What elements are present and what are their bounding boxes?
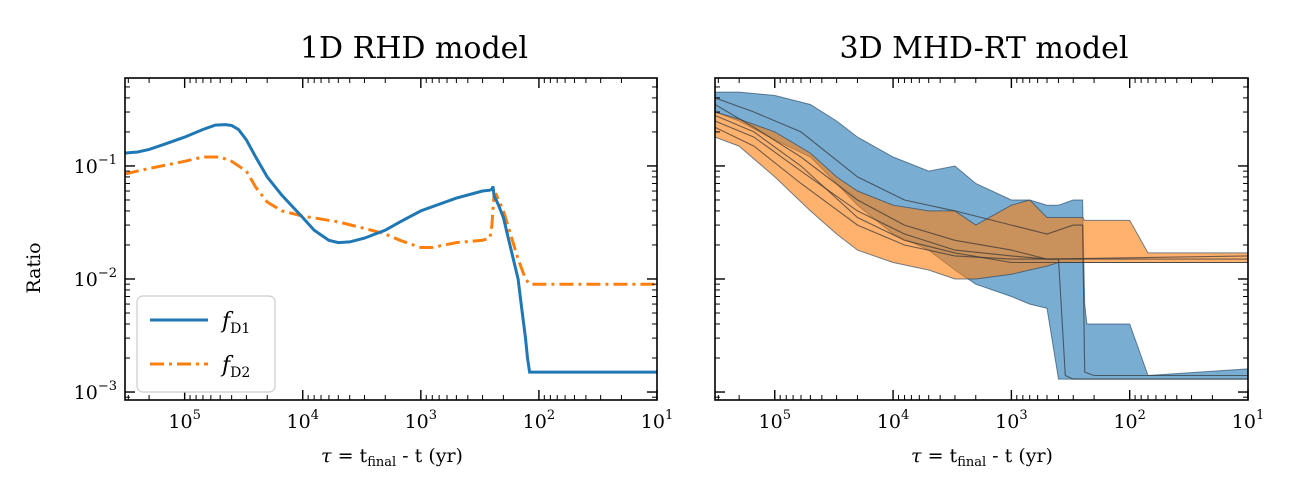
legend: fD1 fD2 xyxy=(136,295,276,393)
legend-frame xyxy=(136,295,276,393)
run-line xyxy=(715,126,1248,260)
x-tick-label: 104 xyxy=(877,408,909,433)
x-axis-label: τ = tfinal - t (yr) xyxy=(911,445,1053,470)
x-tick-label: 102 xyxy=(1113,408,1145,433)
axes-frame xyxy=(714,77,1249,401)
x-tick-label: 103 xyxy=(405,408,437,433)
x-axis-label: τ = tfinal - t (yr) xyxy=(321,445,463,470)
run-line xyxy=(715,120,1248,260)
x-tick-label: 105 xyxy=(759,408,791,433)
axes-frame xyxy=(124,77,658,401)
y-axis-label: Ratio xyxy=(23,242,45,293)
chart-title: 3D MHD-RT model xyxy=(840,31,1129,66)
run-line xyxy=(715,114,1248,264)
x-tick-label: 104 xyxy=(287,408,319,433)
run-line xyxy=(715,97,1248,377)
band-fd2 xyxy=(715,111,1248,280)
panel-1d-rhd: 1D RHD model 105 104 103 102 101 10−1 10−2 10−3… xyxy=(23,31,673,470)
chart-title: 1D RHD model xyxy=(300,31,528,66)
series-line-fd2 xyxy=(125,155,657,286)
series-line-fd1 xyxy=(125,123,657,374)
y-tick-label: 10−3 xyxy=(74,379,117,404)
run-line xyxy=(715,104,1248,380)
x-tick-label: 101 xyxy=(1232,408,1264,433)
x-tick-label: 102 xyxy=(523,408,555,433)
y-tick-label: 10−2 xyxy=(74,266,117,291)
x-tick-label: 101 xyxy=(641,408,673,433)
panel-3d-mhd-rt: 3D MHD-RT model 105 104 103 102 101 τ = tfin… xyxy=(714,31,1264,470)
y-tick-label: 10−1 xyxy=(74,153,117,178)
x-tick-label: 103 xyxy=(995,408,1027,433)
x-tick-label: 105 xyxy=(168,408,200,433)
